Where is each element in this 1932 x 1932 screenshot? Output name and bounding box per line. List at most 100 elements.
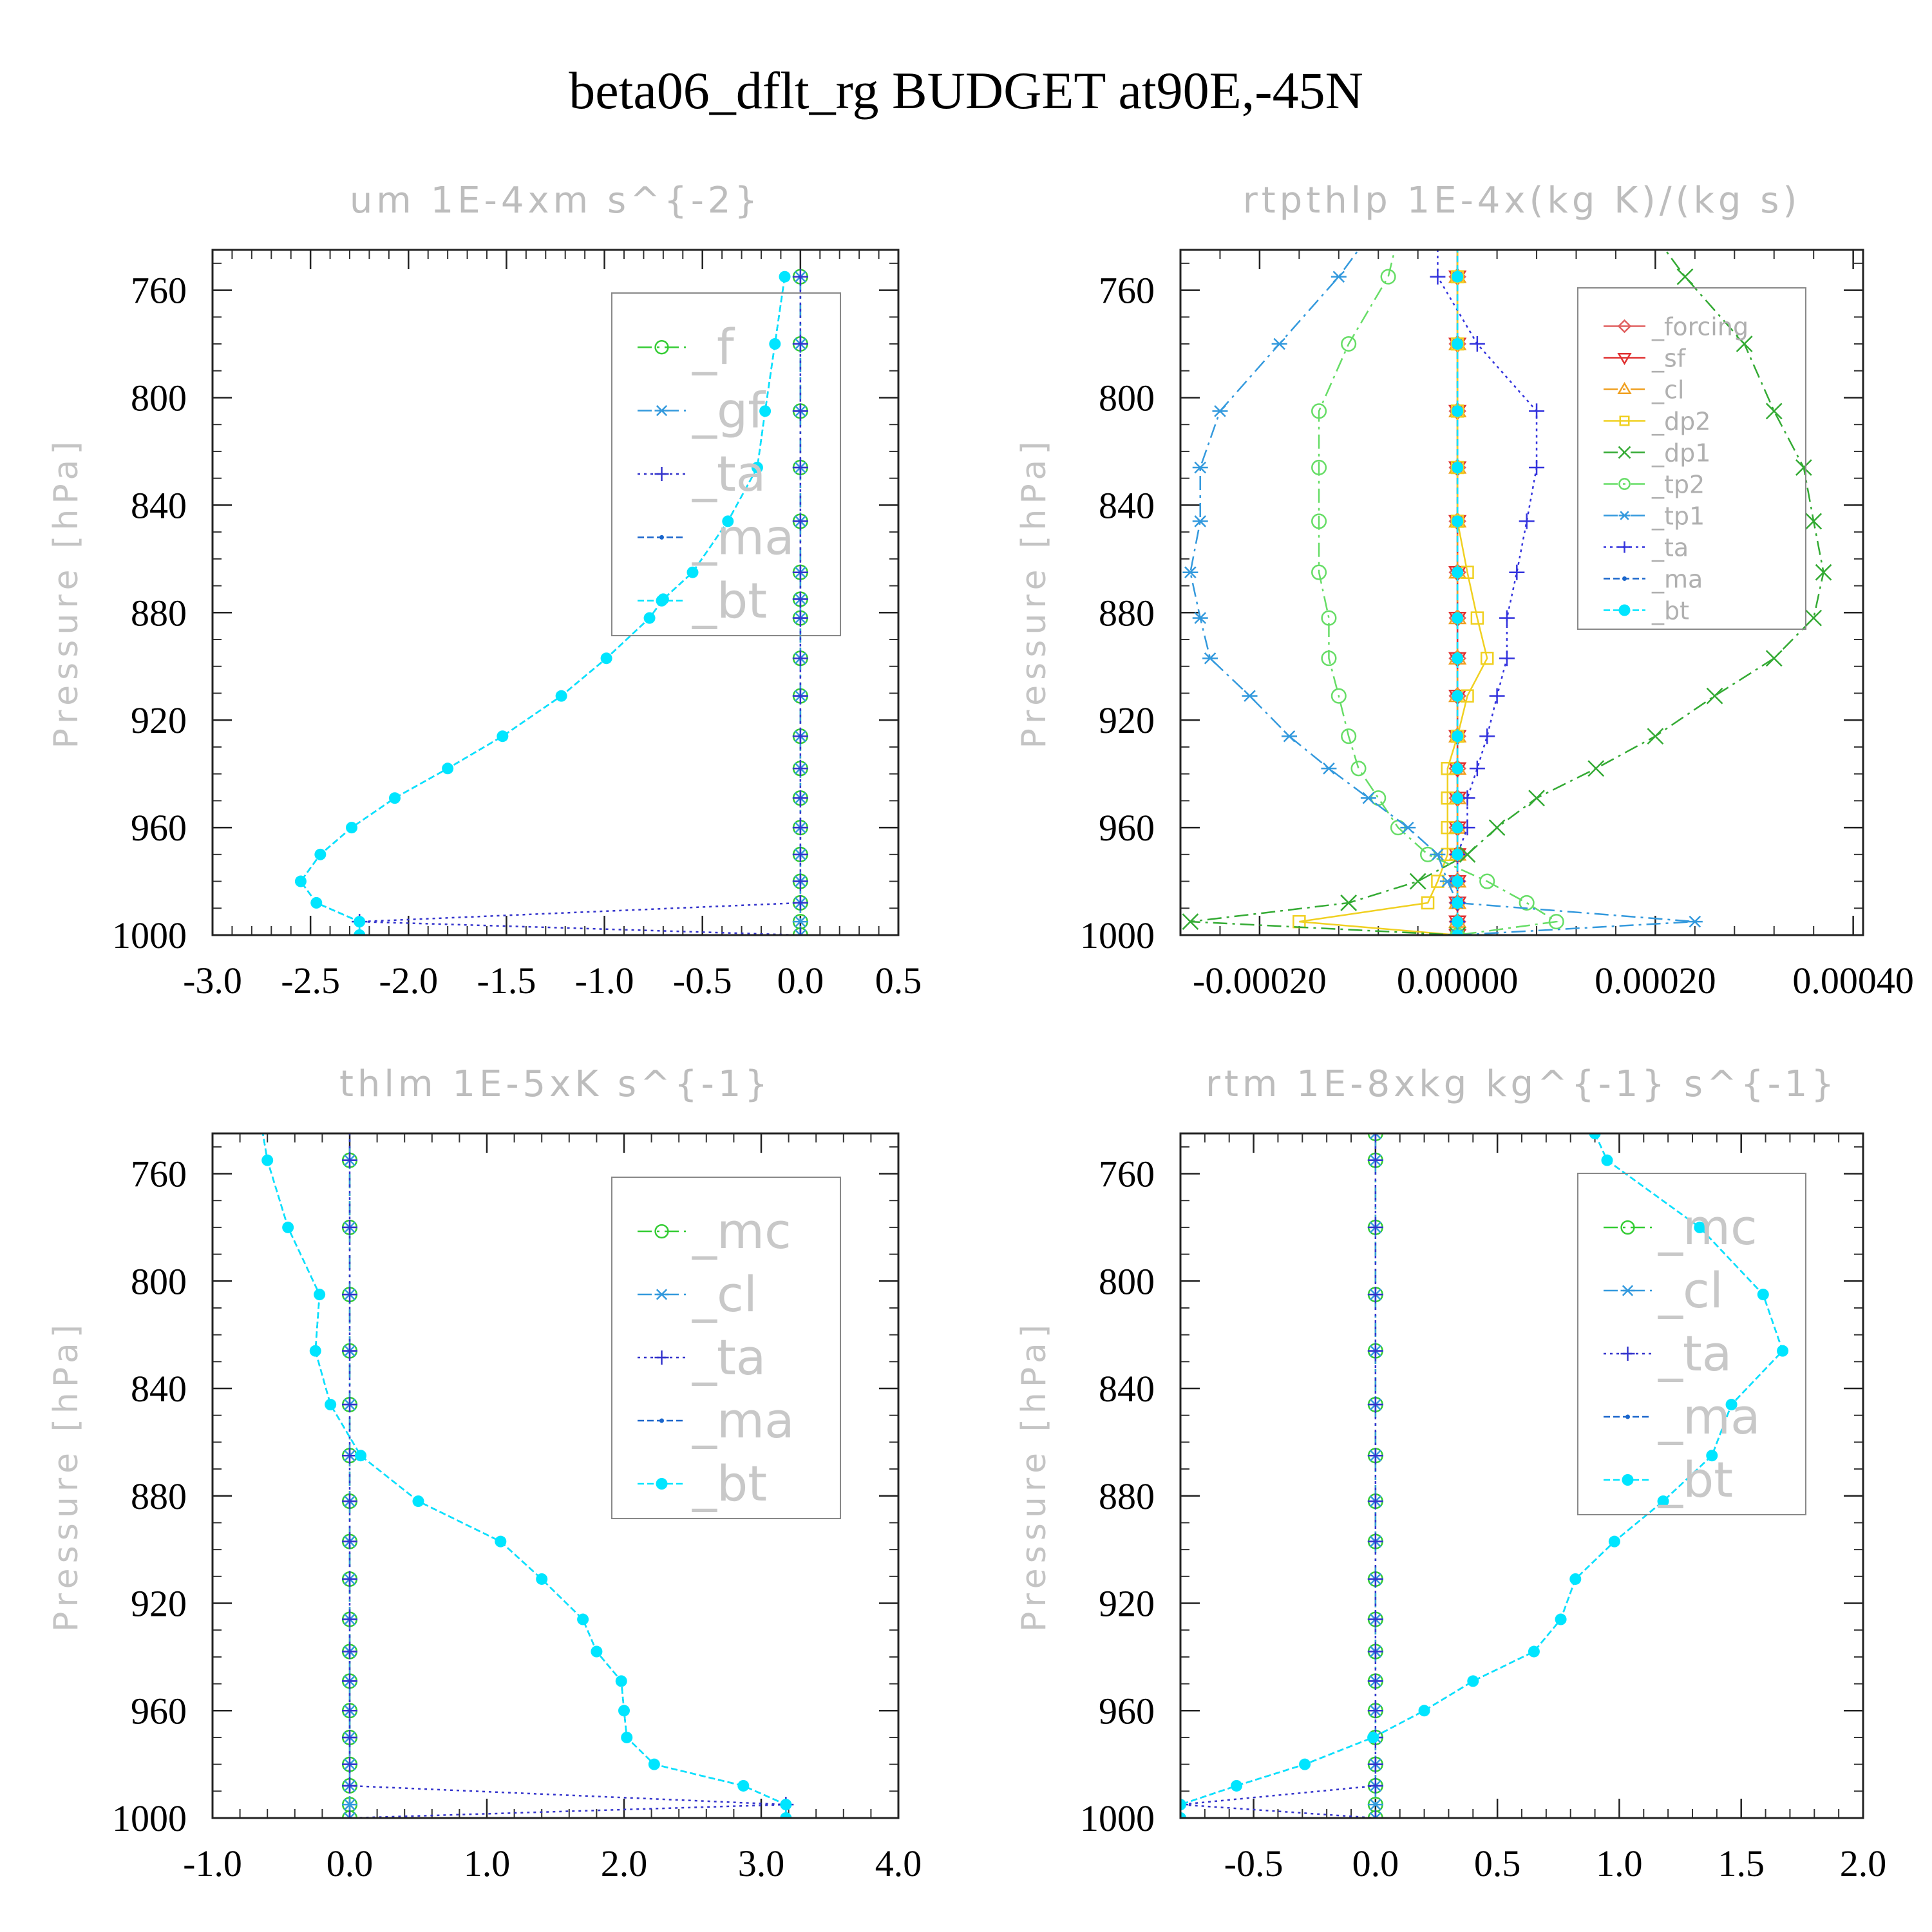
legend-label: _mc <box>692 1202 791 1260</box>
marker-plus <box>342 1219 357 1235</box>
series-line <box>1189 250 1695 935</box>
marker-bigdot <box>1452 822 1464 834</box>
marker-circle <box>1618 478 1631 490</box>
marker-bigdot <box>1367 1731 1379 1743</box>
marker-bigdot <box>1452 792 1464 804</box>
legend-item: _ta <box>638 445 766 502</box>
marker-plus <box>792 688 808 704</box>
legend-label: _bt <box>1651 597 1689 625</box>
plot-frame <box>211 249 900 936</box>
marker-star <box>1192 612 1208 624</box>
figure-title: beta06_dflt_rg BUDGET at90E,-45N <box>569 61 1363 120</box>
marker-star <box>342 1798 357 1811</box>
y-tick-label: 760 <box>131 1153 187 1195</box>
marker-plus <box>342 1810 357 1818</box>
marker-plus <box>1367 1219 1383 1235</box>
plot-frame <box>211 1132 900 1819</box>
marker-bigdot <box>1180 1799 1186 1811</box>
marker-plus <box>1499 610 1515 626</box>
marker-dot <box>1622 576 1627 581</box>
marker-bigdot <box>656 1478 668 1490</box>
marker-plus <box>654 1350 669 1365</box>
series-bt <box>1180 1133 1789 1818</box>
marker-bigdot <box>1777 1345 1789 1357</box>
marker-plus <box>792 269 808 285</box>
legend-item: _dp2 <box>1604 408 1710 436</box>
marker-bigdot <box>412 1495 424 1508</box>
marker-plus <box>654 467 669 481</box>
marker-bigdot <box>1452 405 1464 417</box>
legend-label: _sf <box>1651 345 1687 373</box>
marker-plus <box>342 1673 357 1689</box>
x-tick-label: -3.0 <box>183 960 242 1001</box>
marker-circle <box>1321 610 1337 626</box>
legend-label: _tp2 <box>1651 471 1705 499</box>
legend-item: _cl <box>1604 376 1684 404</box>
legend-box <box>611 1177 841 1519</box>
legend: _mc _cl _ta _ma _bt <box>1577 1173 1806 1515</box>
legend-item: _ma <box>638 1392 795 1449</box>
legend-label: _cl <box>1658 1262 1723 1319</box>
marker-star <box>1242 690 1258 702</box>
marker-bigdot <box>1299 1758 1311 1770</box>
series-line <box>1190 250 1824 935</box>
marker-circle <box>1311 459 1327 476</box>
series-bt <box>261 1133 792 1818</box>
legend-label: _ta <box>1651 534 1689 562</box>
marker-star <box>1331 270 1347 283</box>
series-ta <box>1430 250 1545 935</box>
legend-item: _dp1 <box>1604 439 1710 468</box>
marker-bigdot <box>1452 566 1464 578</box>
plot-area <box>294 269 808 935</box>
marker-star <box>792 929 808 935</box>
marker-star <box>1367 1133 1383 1140</box>
y-tick-label: 760 <box>1099 1153 1155 1195</box>
marker-x <box>1340 895 1358 911</box>
marker-circle <box>1311 513 1327 529</box>
legend-label: _ma <box>1658 1388 1761 1445</box>
x-tick-label: 2.0 <box>601 1842 648 1884</box>
legend-item: _bt <box>638 572 767 629</box>
marker-star <box>1360 791 1376 804</box>
chart-panel-3: thlm 1E-5xK s^{-1} Pressure [hPa] 760 800 84… <box>47 1063 922 1884</box>
x-tick-label: 0.00000 <box>1397 960 1519 1001</box>
marker-circle <box>1341 728 1357 744</box>
marker-plus <box>342 1703 357 1719</box>
y-axis-label: Pressure [hPa] <box>1015 1320 1054 1632</box>
x-tick-label: 0.0 <box>777 960 824 1001</box>
marker-bigdot <box>1452 929 1464 935</box>
marker-tri-down <box>1617 352 1632 365</box>
marker-plus <box>792 403 808 419</box>
legend-item: _ta <box>1604 534 1689 562</box>
marker-plus <box>792 761 808 777</box>
marker-bigdot <box>261 1154 274 1166</box>
marker-bigdot <box>656 594 668 607</box>
y-tick-label: 880 <box>1099 592 1155 634</box>
marker-plus <box>342 1343 357 1359</box>
legend-item: _bt <box>638 1455 767 1512</box>
legend-item: _ta <box>1604 1325 1732 1382</box>
x-tick-label: 1.0 <box>464 1842 511 1884</box>
marker-bigdot <box>1180 1812 1186 1818</box>
marker-plus <box>342 1571 357 1587</box>
panels: um 1E-4xm s^{-2} Pressure [hPa] 760 800 840 8… <box>47 180 1914 1884</box>
marker-bigdot <box>495 1535 507 1548</box>
marker-star <box>1281 730 1297 743</box>
marker-bigdot <box>1622 1474 1634 1486</box>
marker-bigdot <box>1452 762 1464 775</box>
legend-label: _tp1 <box>1651 502 1705 531</box>
marker-bigdot <box>769 338 781 350</box>
chart-panel-4: rtm 1E-8xkg kg^{-1} s^{-1} Pressure [hPa]… <box>1015 1063 1886 1884</box>
legend-item: _f <box>638 318 735 375</box>
marker-diamond <box>1617 319 1632 334</box>
x-tick-label: 0.00040 <box>1792 960 1914 1001</box>
marker-x <box>1736 336 1753 352</box>
x-tick-label: -1.5 <box>477 960 536 1001</box>
legend-item: _cl <box>1604 1262 1723 1319</box>
marker-circle <box>1331 688 1347 704</box>
marker-bigdot <box>779 270 791 283</box>
marker-plus <box>1367 1643 1383 1660</box>
marker-star <box>1618 511 1631 520</box>
x-tick-label: 4.0 <box>875 1842 922 1884</box>
marker-bigdot <box>1569 1573 1582 1585</box>
